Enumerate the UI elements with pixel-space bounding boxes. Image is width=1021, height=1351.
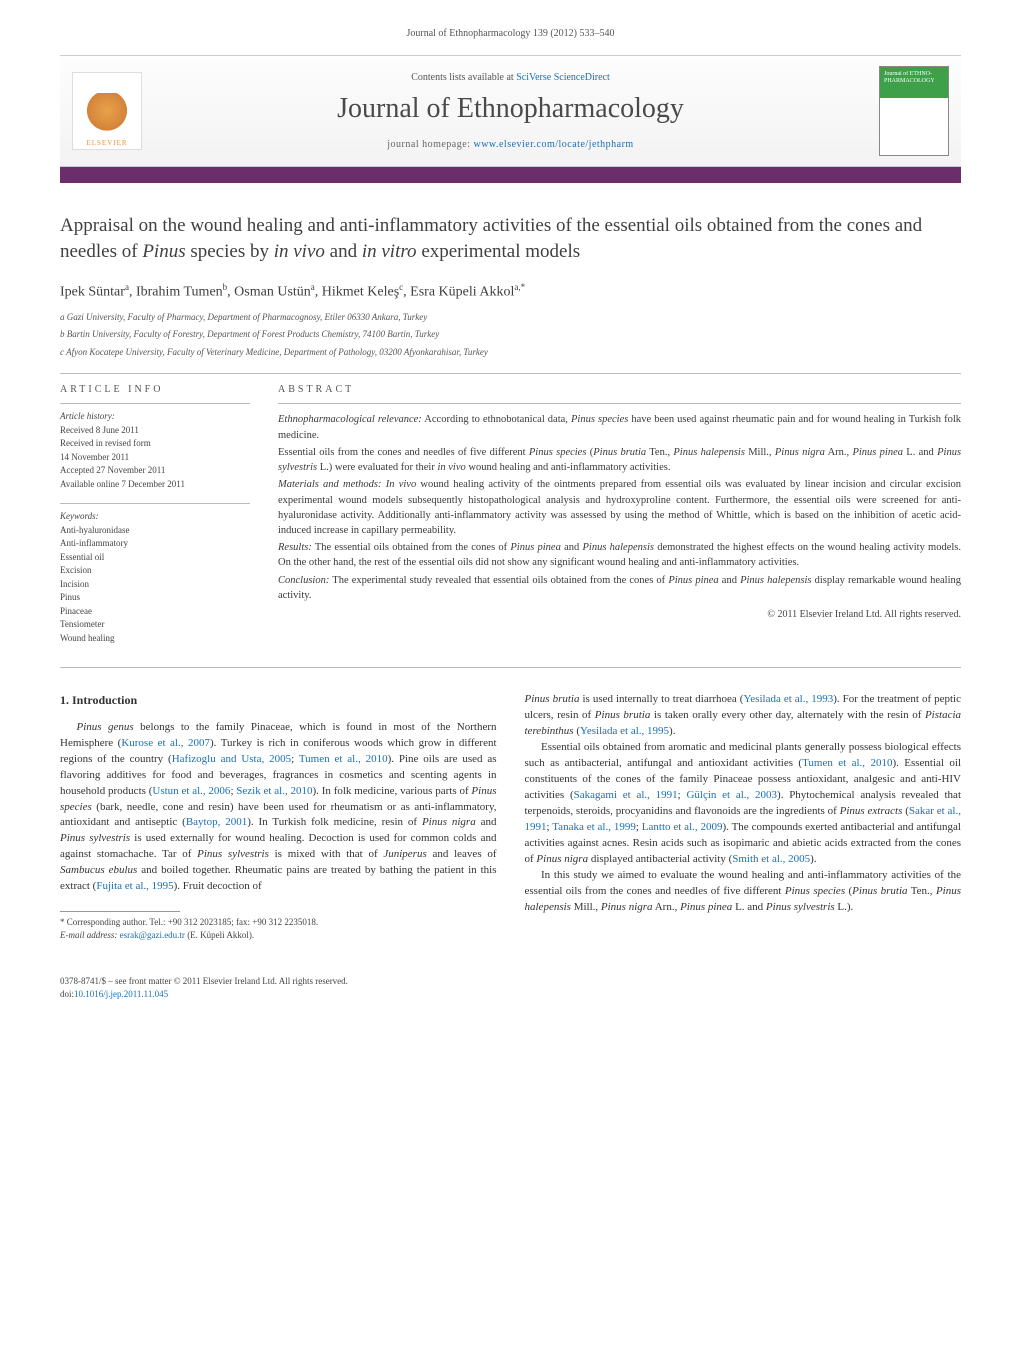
history-line: Received in revised form [60, 437, 250, 451]
keyword: Anti-hyaluronidase [60, 524, 250, 538]
abstract-copyright: © 2011 Elsevier Ireland Ltd. All rights … [278, 609, 961, 620]
footer-doi-label: doi: [60, 989, 74, 999]
keywords-label: Keywords: [60, 510, 250, 524]
title-part: and [325, 241, 362, 262]
citation-link[interactable]: Ustun et al., 2006 [152, 785, 230, 797]
footnote-email-label: E-mail address: [60, 930, 120, 940]
citation-link[interactable]: Gülçin et al., 2003 [686, 789, 777, 801]
corresponding-email-link[interactable]: esrak@gazi.edu.tr [120, 930, 185, 940]
article-title: Appraisal on the wound healing and anti-… [60, 213, 961, 264]
info-abstract-row: article info Article history: Received 8… [60, 384, 961, 657]
divider [60, 667, 961, 668]
history-label: Article history: [60, 410, 250, 424]
citation-link[interactable]: Yesilada et al., 1995 [580, 725, 669, 737]
affiliation-line: c Afyon Kocatepe University, Faculty of … [60, 346, 961, 360]
contents-prefix: Contents lists available at [411, 72, 516, 83]
corresponding-author-footnote: * Corresponding author. Tel.: +90 312 20… [60, 916, 497, 941]
history-line: 14 November 2011 [60, 451, 250, 465]
body-paragraph: Pinus genus belongs to the family Pinace… [60, 720, 497, 895]
running-head: Journal of Ethnopharmacology 139 (2012) … [0, 0, 1021, 47]
article-front-matter: Appraisal on the wound healing and anti-… [0, 183, 1021, 961]
journal-cover-thumbnail: Journal of ETHNO-PHARMACOLOGY [879, 66, 949, 156]
citation-link[interactable]: Kurose et al., 2007 [121, 737, 210, 749]
abstract-paragraph: Conclusion: The experimental study revea… [278, 573, 961, 603]
abstract-paragraph: Essential oils from the cones and needle… [278, 445, 961, 475]
keyword-lines: Anti-hyaluronidaseAnti-inflammatoryEssen… [60, 524, 250, 646]
journal-title: Journal of Ethnopharmacology [154, 93, 867, 125]
citation-link[interactable]: Fujita et al., 1995 [96, 880, 173, 892]
citation-link[interactable]: Sakagami et al., 1991 [574, 789, 678, 801]
keyword: Essential oil [60, 551, 250, 565]
history-line: Available online 7 December 2011 [60, 478, 250, 492]
doi-link[interactable]: 10.1016/j.jep.2011.11.045 [74, 989, 168, 999]
citation-link[interactable]: Tumen et al., 2010 [299, 753, 388, 765]
affiliations-block: a Gazi University, Faculty of Pharmacy, … [60, 311, 961, 360]
citation-link[interactable]: Smith et al., 2005 [732, 853, 810, 865]
journal-banner: ELSEVIER Contents lists available at Sci… [60, 55, 961, 167]
abstract-heading: abstract [278, 384, 961, 395]
footnote-tail: (E. Küpeli Akkol). [185, 930, 254, 940]
contents-line: Contents lists available at SciVerse Sci… [154, 72, 867, 83]
history-line: Received 8 June 2011 [60, 424, 250, 438]
keyword: Wound healing [60, 632, 250, 646]
keyword: Anti-inflammatory [60, 537, 250, 551]
citation-link[interactable]: Tanaka et al., 1999 [552, 821, 636, 833]
history-line: Accepted 27 November 2011 [60, 464, 250, 478]
footnote-line: * Corresponding author. Tel.: +90 312 20… [60, 917, 318, 927]
divider [60, 373, 961, 374]
keyword: Tensiometer [60, 618, 250, 632]
keyword: Incision [60, 578, 250, 592]
affiliation-line: a Gazi University, Faculty of Pharmacy, … [60, 311, 961, 325]
abstract-body: Ethnopharmacological relevance: Accordin… [278, 403, 961, 603]
body-paragraph: In this study we aimed to evaluate the w… [525, 868, 962, 916]
article-history-block: Article history: Received 8 June 2011Rec… [60, 403, 250, 491]
title-part: experimental models [417, 241, 581, 262]
abstract-column: abstract Ethnopharmacological relevance:… [278, 384, 961, 657]
banner-center: Contents lists available at SciVerse Sci… [154, 72, 867, 150]
citation-link[interactable]: Yesilada et al., 1993 [743, 693, 833, 705]
homepage-prefix: journal homepage: [387, 139, 473, 150]
abstract-paragraph: Results: The essential oils obtained fro… [278, 540, 961, 570]
body-paragraph: Essential oils obtained from aromatic an… [525, 740, 962, 868]
elsevier-label: ELSEVIER [86, 139, 127, 147]
title-part: species by [186, 241, 274, 262]
abstract-paragraph: Materials and methods: In vivo wound hea… [278, 477, 961, 538]
body-text-columns: 1. Introduction Pinus genus belongs to t… [60, 692, 961, 941]
body-paragraph: Pinus brutia is used internally to treat… [525, 692, 962, 740]
homepage-line: journal homepage: www.elsevier.com/locat… [154, 139, 867, 150]
article-info-column: article info Article history: Received 8… [60, 384, 250, 657]
keyword: Pinaceae [60, 605, 250, 619]
footnote-separator [60, 911, 180, 912]
affiliation-line: b Bartin University, Faculty of Forestry… [60, 328, 961, 342]
keywords-block: Keywords: Anti-hyaluronidaseAnti-inflamm… [60, 503, 250, 645]
title-italic: in vivo [274, 241, 325, 262]
section-heading-intro: 1. Introduction [60, 692, 497, 709]
elsevier-tree-icon [87, 93, 127, 137]
history-lines: Received 8 June 2011Received in revised … [60, 424, 250, 492]
citation-link[interactable]: Tumen et al., 2010 [802, 757, 892, 769]
title-italic: Pinus [142, 241, 185, 262]
abstract-paragraph: Ethnopharmacological relevance: Accordin… [278, 412, 961, 442]
elsevier-logo: ELSEVIER [72, 72, 142, 150]
authors-line: Ipek Süntara, Ibrahim Tumenb, Osman Ustü… [60, 282, 961, 301]
keyword: Excision [60, 564, 250, 578]
decorative-bar [60, 167, 961, 183]
cover-text: Journal of ETHNO-PHARMACOLOGY [884, 71, 944, 99]
running-head-text: Journal of Ethnopharmacology 139 (2012) … [406, 28, 614, 39]
keyword: Pinus [60, 591, 250, 605]
title-italic: in vitro [362, 241, 417, 262]
footer-copyright: 0378-8741/$ – see front matter © 2011 El… [60, 976, 348, 986]
journal-homepage-link[interactable]: www.elsevier.com/locate/jethpharm [473, 139, 633, 150]
article-info-heading: article info [60, 384, 250, 395]
page-footer: 0378-8741/$ – see front matter © 2011 El… [0, 961, 1021, 1030]
citation-link[interactable]: Lantto et al., 2009 [642, 821, 723, 833]
citation-link[interactable]: Sezik et al., 2010 [236, 785, 312, 797]
citation-link[interactable]: Hafizoglu and Usta, 2005 [172, 753, 291, 765]
sciencedirect-link[interactable]: SciVerse ScienceDirect [516, 72, 610, 83]
citation-link[interactable]: Baytop, 2001 [186, 816, 247, 828]
